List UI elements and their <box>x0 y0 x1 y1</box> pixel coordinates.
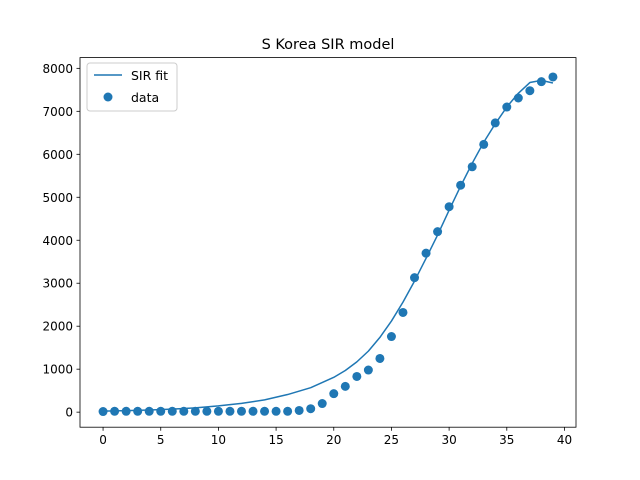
x-tick-label: 0 <box>99 433 107 447</box>
data-point <box>548 72 558 82</box>
data-point <box>98 407 108 417</box>
data-point <box>156 406 166 416</box>
x-tick-label: 40 <box>557 433 572 447</box>
y-tick-label: 8000 <box>42 62 73 76</box>
data-point <box>179 406 189 416</box>
plot-area <box>98 72 558 417</box>
data-point <box>306 404 316 414</box>
x-tick-label: 10 <box>211 433 226 447</box>
x-tick-label: 25 <box>384 433 399 447</box>
legend: SIR fit data <box>86 62 178 112</box>
data-point <box>248 406 258 416</box>
y-tick-label: 7000 <box>42 105 73 119</box>
data-point <box>444 202 454 212</box>
data-point <box>121 406 131 416</box>
data-point <box>525 86 535 96</box>
data-point <box>421 248 431 258</box>
data-point <box>386 332 396 342</box>
data-point <box>190 406 200 416</box>
data-point <box>490 118 500 128</box>
data-point <box>317 399 327 409</box>
data-point <box>375 353 385 363</box>
data-point <box>110 406 120 416</box>
y-tick-label: 3000 <box>42 277 73 291</box>
data-point <box>133 406 143 416</box>
legend-label-fit: SIR fit <box>131 68 168 83</box>
data-point <box>213 406 223 416</box>
data-point <box>352 371 362 381</box>
legend-point-marker <box>103 92 113 102</box>
y-tick-label: 1000 <box>42 363 73 377</box>
data-point <box>410 273 420 283</box>
data-point <box>167 406 177 416</box>
x-tick-label: 20 <box>326 433 341 447</box>
data-point <box>283 406 293 416</box>
data-point <box>479 139 489 149</box>
data-point <box>202 406 212 416</box>
axes: 0 5 10 15 20 25 30 35 40 0 1000 2000 3000 4000 5000 600… <box>42 57 577 447</box>
data-point <box>236 406 246 416</box>
y-tick-label: 0 <box>65 406 73 420</box>
data-point <box>513 93 523 103</box>
y-tick-label: 5000 <box>42 191 73 205</box>
data-point <box>398 307 408 317</box>
data-point <box>536 77 546 87</box>
data-point <box>502 102 512 112</box>
data-point <box>456 180 466 190</box>
data-point <box>144 406 154 416</box>
data-point <box>225 406 235 416</box>
y-tick-label: 4000 <box>42 234 73 248</box>
chart-title: S Korea SIR model <box>262 37 395 53</box>
y-tick-label: 6000 <box>42 148 73 162</box>
x-tick-label: 30 <box>441 433 456 447</box>
y-tick-label: 2000 <box>42 320 73 334</box>
x-tick-label: 5 <box>157 433 165 447</box>
data-point <box>433 227 443 237</box>
data-point <box>363 365 373 375</box>
legend-label-data: data <box>131 90 159 105</box>
data-point <box>260 406 270 416</box>
x-tick-label: 15 <box>268 433 283 447</box>
x-tick-label: 35 <box>499 433 514 447</box>
data-point <box>340 381 350 391</box>
data-point <box>329 389 339 399</box>
data-point <box>271 406 281 416</box>
data-point <box>294 405 304 415</box>
axes-frame <box>79 57 577 428</box>
data-point <box>467 162 477 172</box>
